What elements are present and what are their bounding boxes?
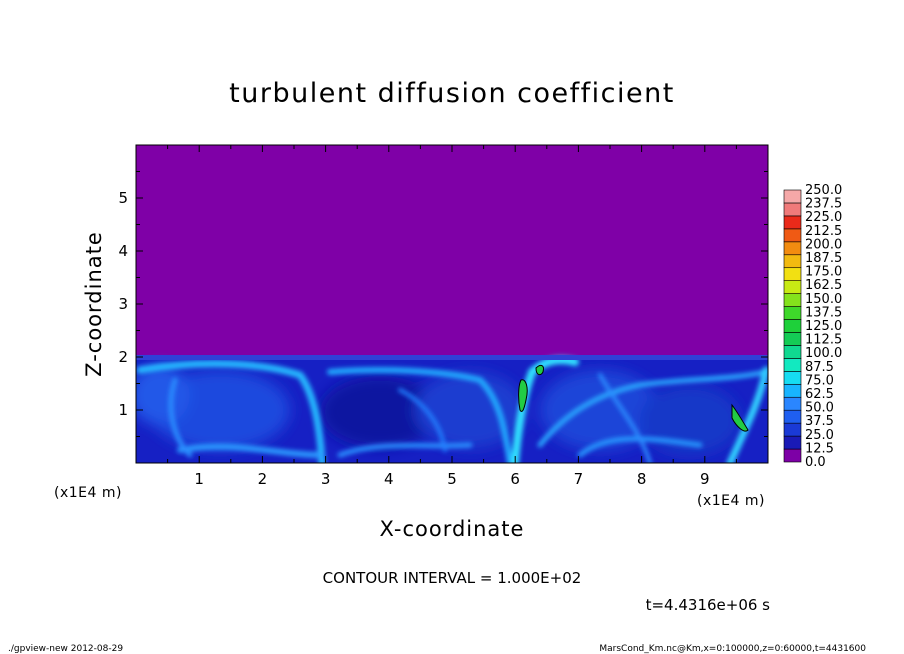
colorbar-label: 175.0 [805, 265, 842, 280]
y-tick-label: 2 [118, 348, 128, 366]
colorbar-label: 100.0 [805, 346, 842, 361]
colorbar-label: 212.5 [805, 224, 842, 239]
x-tick-label: 5 [447, 470, 457, 488]
contour-interval: CONTOUR INTERVAL = 1.000E+02 [323, 569, 582, 587]
colorbar-label: 162.5 [805, 278, 842, 293]
colorbar-swatch [783, 435, 802, 450]
y-axis-label: Z-coordinate [82, 231, 106, 377]
x-tick-marks: 1 2 3 4 5 6 7 8 9 [167, 145, 737, 488]
contour-patches [518, 364, 749, 432]
colorbar-label: 25.0 [805, 428, 834, 443]
field-layer [136, 355, 768, 463]
chart-title: turbulent diffusion coefficient [229, 78, 675, 109]
x-tick-label: 2 [258, 470, 268, 488]
x-axis-label: X-coordinate [380, 517, 525, 541]
colorbar-label: 50.0 [805, 401, 834, 416]
colorbar-label: 37.5 [805, 414, 834, 429]
colorbar-swatch [783, 202, 802, 217]
colorbar-label: 187.5 [805, 251, 842, 266]
colorbar-label: 200.0 [805, 237, 842, 252]
colorbar-label: 125.0 [805, 319, 842, 334]
layer-top [136, 355, 768, 360]
eddy-filaments [136, 356, 768, 463]
x-unit-left: (x1E4 m) [54, 485, 122, 501]
y-tick-label: 3 [118, 295, 128, 313]
colorbar-swatch [783, 396, 802, 411]
y-tick-marks: 1 2 3 4 5 [118, 171, 768, 437]
time-stamp: t=4.4316e+06 s [646, 596, 771, 614]
colorbar-swatch [783, 345, 802, 359]
y-tick-label: 5 [118, 189, 128, 207]
colorbar-swatch [783, 215, 802, 230]
colorbar-swatch [783, 189, 802, 204]
colorbar-swatch [783, 422, 802, 437]
colorbar-label: 75.0 [805, 373, 834, 388]
colorbar-swatch [783, 358, 802, 372]
colorbar-swatch [783, 267, 802, 281]
colorbar-label: 237.5 [805, 197, 842, 212]
footer-left: ./gpview-new 2012-08-29 [8, 644, 123, 654]
colorbar-swatch [783, 319, 802, 333]
y-tick-label: 4 [118, 242, 128, 260]
colorbar-label: 0.0 [805, 455, 826, 470]
x-tick-label: 6 [510, 470, 520, 488]
colorbar-label: 150.0 [805, 292, 842, 307]
colorbar-swatch [783, 306, 802, 320]
x-tick-label: 9 [700, 470, 710, 488]
colorbar-swatch [783, 332, 802, 346]
x-tick-label: 3 [321, 470, 331, 488]
x-tick-label: 7 [574, 470, 584, 488]
colorbar-label: 62.5 [805, 387, 834, 402]
colorbar-swatch [783, 293, 802, 307]
colorbar-swatch [783, 241, 802, 256]
colorbar-label: 12.5 [805, 441, 834, 456]
colorbar-swatch [783, 228, 802, 243]
colorbar-swatch [783, 254, 802, 269]
plot-area: 1 2 3 4 5 6 7 8 9 1 2 3 4 5 [118, 144, 769, 488]
x-tick-label: 8 [637, 470, 647, 488]
colorbar-label: 137.5 [805, 305, 842, 320]
colorbar-swatch [783, 409, 802, 424]
colorbar-swatch [783, 383, 802, 398]
colorbar-swatch [783, 371, 802, 385]
x-tick-label: 4 [384, 470, 394, 488]
footer-right: MarsCond_Km.nc@Km,x=0:100000,z=0:60000,t… [599, 644, 866, 654]
x-unit-right: (x1E4 m) [697, 493, 765, 509]
colorbar: 0.012.525.037.550.062.575.087.5100.0112.… [783, 183, 842, 470]
colorbar-label: 87.5 [805, 360, 834, 375]
colorbar-swatch [783, 280, 802, 294]
x-tick-label: 1 [194, 470, 204, 488]
colorbar-label: 250.0 [805, 183, 842, 198]
colorbar-swatch [783, 448, 802, 463]
colorbar-label: 225.0 [805, 210, 842, 225]
colorbar-label: 112.5 [805, 333, 842, 348]
y-tick-label: 1 [118, 401, 128, 419]
